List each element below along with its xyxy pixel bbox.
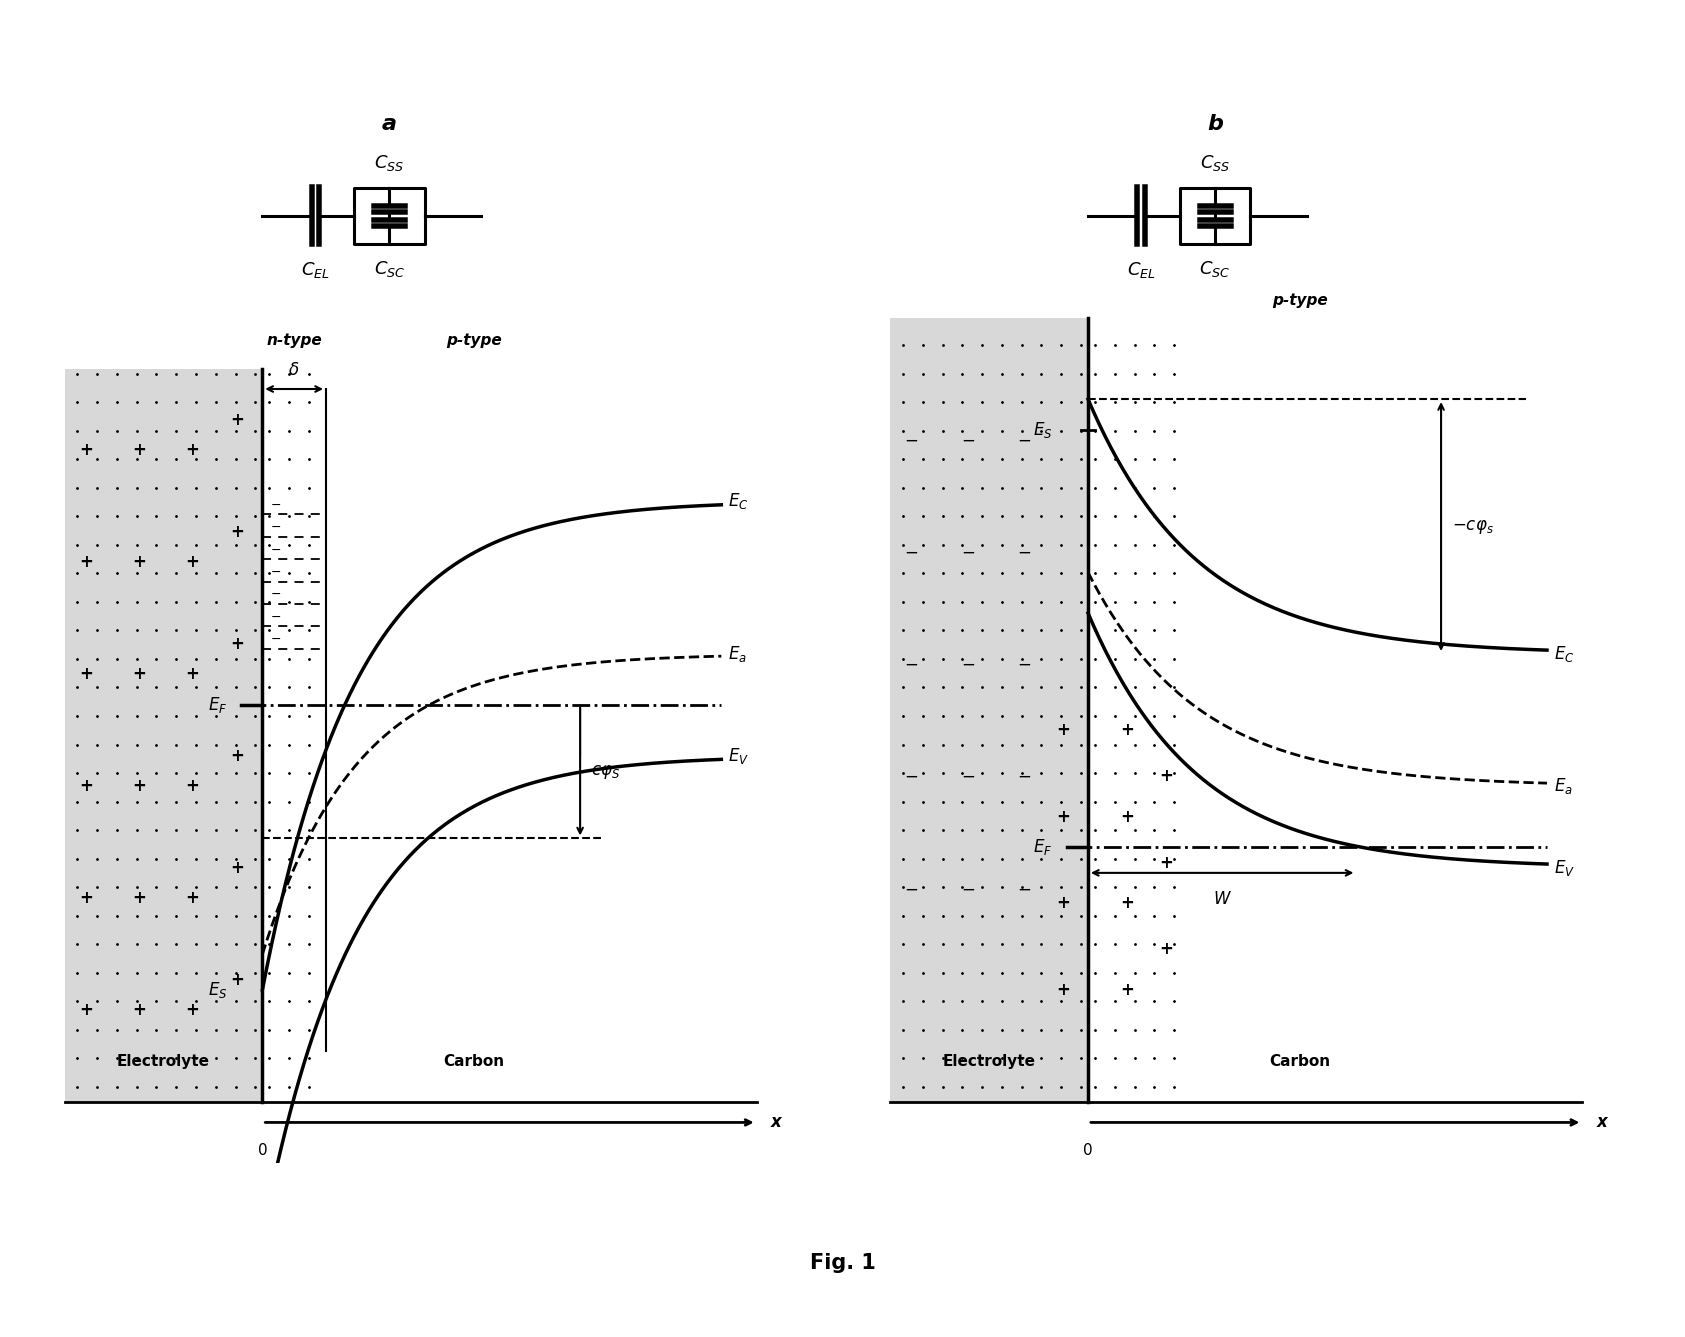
Text: 0: 0 xyxy=(1083,1143,1094,1158)
Text: $\delta$: $\delta$ xyxy=(288,361,300,378)
Text: $-$: $-$ xyxy=(960,880,976,897)
Text: $C_{EL}$: $C_{EL}$ xyxy=(1127,259,1156,279)
Text: $-$: $-$ xyxy=(960,543,976,562)
Text: +: + xyxy=(1121,894,1134,912)
Text: Fig. 1: Fig. 1 xyxy=(809,1254,876,1273)
Text: $-$: $-$ xyxy=(270,497,281,511)
Text: $-$: $-$ xyxy=(270,610,281,623)
Text: +: + xyxy=(1056,981,1070,999)
Text: $E_F$: $E_F$ xyxy=(1033,837,1053,857)
Text: $-$: $-$ xyxy=(1018,767,1031,785)
Text: Electrolyte: Electrolyte xyxy=(116,1054,211,1068)
Text: +: + xyxy=(1159,767,1173,785)
Text: +: + xyxy=(185,666,199,683)
Text: $-$: $-$ xyxy=(960,431,976,449)
Text: Electrolyte: Electrolyte xyxy=(942,1054,1036,1068)
Text: $E_S$: $E_S$ xyxy=(207,980,227,1000)
Text: +: + xyxy=(231,747,244,765)
Text: $-$: $-$ xyxy=(270,520,281,533)
Text: +: + xyxy=(1121,808,1134,826)
Text: $-$: $-$ xyxy=(905,767,918,785)
Text: $C_{EL}$: $C_{EL}$ xyxy=(302,259,330,279)
Text: 0: 0 xyxy=(258,1143,268,1158)
Text: $-c\varphi_s$: $-c\varphi_s$ xyxy=(1452,517,1493,536)
Text: $C_{SS}$: $C_{SS}$ xyxy=(1200,152,1230,172)
Text: +: + xyxy=(231,858,244,877)
Text: +: + xyxy=(131,441,145,459)
Text: $-$: $-$ xyxy=(270,587,281,600)
Text: $-$: $-$ xyxy=(905,431,918,449)
Text: +: + xyxy=(185,441,199,459)
Text: +: + xyxy=(1121,981,1134,999)
Text: +: + xyxy=(231,971,244,989)
Text: +: + xyxy=(131,554,145,571)
Text: +: + xyxy=(231,635,244,652)
Text: $E_F$: $E_F$ xyxy=(207,695,227,715)
Text: $E_V$: $E_V$ xyxy=(728,746,750,766)
Text: +: + xyxy=(131,666,145,683)
Text: $-$: $-$ xyxy=(905,543,918,562)
Text: Carbon: Carbon xyxy=(1269,1054,1331,1068)
Text: +: + xyxy=(79,777,93,796)
Text: $-$: $-$ xyxy=(1018,431,1031,449)
Text: +: + xyxy=(1121,721,1134,739)
Text: $E_a$: $E_a$ xyxy=(728,644,746,664)
Text: $-$: $-$ xyxy=(1018,543,1031,562)
Text: $-$: $-$ xyxy=(270,564,281,578)
Text: $-$: $-$ xyxy=(960,655,976,673)
Text: $E_C$: $E_C$ xyxy=(1554,644,1575,664)
Text: +: + xyxy=(185,554,199,571)
Bar xyxy=(890,318,1089,1102)
Text: +: + xyxy=(1159,854,1173,872)
Text: $C_{SS}$: $C_{SS}$ xyxy=(374,152,404,172)
Text: +: + xyxy=(185,777,199,796)
Text: +: + xyxy=(231,410,244,429)
Text: +: + xyxy=(79,666,93,683)
Text: $-$: $-$ xyxy=(905,655,918,673)
Text: $W$: $W$ xyxy=(1213,890,1232,908)
Text: $c\varphi_S$: $c\varphi_S$ xyxy=(591,762,620,781)
Text: +: + xyxy=(185,889,199,908)
Text: +: + xyxy=(1159,940,1173,959)
Text: x: x xyxy=(770,1114,782,1131)
Text: +: + xyxy=(79,889,93,908)
Text: $E_a$: $E_a$ xyxy=(1554,777,1572,797)
Text: $-$: $-$ xyxy=(1018,655,1031,673)
Text: +: + xyxy=(1056,894,1070,912)
Text: n-type: n-type xyxy=(266,333,322,348)
Text: $-$: $-$ xyxy=(270,543,281,555)
Text: b: b xyxy=(1206,114,1223,134)
Text: +: + xyxy=(1056,721,1070,739)
Text: $C_{SC}$: $C_{SC}$ xyxy=(1200,259,1230,279)
Text: $-$: $-$ xyxy=(905,880,918,897)
Text: +: + xyxy=(79,441,93,459)
Text: p-type: p-type xyxy=(1272,293,1328,308)
Text: +: + xyxy=(131,1001,145,1019)
Text: +: + xyxy=(131,889,145,908)
Text: +: + xyxy=(79,1001,93,1019)
Text: +: + xyxy=(1056,808,1070,826)
Text: +: + xyxy=(231,523,244,540)
Text: $E_C$: $E_C$ xyxy=(728,491,750,511)
Text: p-type: p-type xyxy=(447,333,502,348)
Text: +: + xyxy=(79,554,93,571)
Text: $-$: $-$ xyxy=(960,767,976,785)
Text: $-$: $-$ xyxy=(1018,880,1031,897)
Text: x: x xyxy=(1596,1114,1607,1131)
Text: Carbon: Carbon xyxy=(443,1054,506,1068)
Text: +: + xyxy=(185,1001,199,1019)
Text: $E_V$: $E_V$ xyxy=(1554,858,1575,878)
Bar xyxy=(64,369,263,1102)
Text: $-$: $-$ xyxy=(270,632,281,644)
Text: a: a xyxy=(382,114,398,134)
Text: $C_{SC}$: $C_{SC}$ xyxy=(374,259,404,279)
Text: +: + xyxy=(131,777,145,796)
Text: $E_S$: $E_S$ xyxy=(1033,420,1053,440)
